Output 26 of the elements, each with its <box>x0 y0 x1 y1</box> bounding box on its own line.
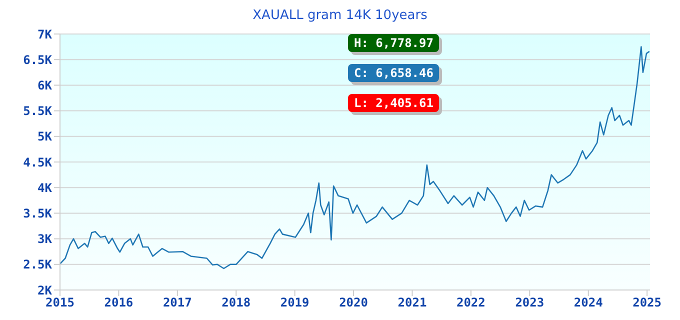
y-tick-label: 4.5K <box>23 155 53 170</box>
x-tick-label: 2023 <box>515 296 544 310</box>
y-tick-label: 3K <box>38 232 53 246</box>
y-tick-label: 2K <box>38 283 53 298</box>
x-tick-label: 2015 <box>46 296 74 310</box>
x-tick-label: 2020 <box>339 296 368 310</box>
x-tick-label: 2016 <box>104 296 134 310</box>
y-tick-label: 6.5K <box>23 52 53 67</box>
y-tick-label: 7K <box>38 27 53 42</box>
y-tick-label: 4K <box>38 180 53 195</box>
x-tick-label: 2022 <box>456 296 486 310</box>
y-tick-label: 3.5K <box>23 206 53 220</box>
y-tick-label: 2.5K <box>23 258 53 272</box>
x-tick-label: 2024 <box>574 296 603 310</box>
x-tick-label: 2025 <box>632 296 662 310</box>
y-tick-label: 6K <box>38 78 53 92</box>
x-tick-label: 2021 <box>398 296 427 310</box>
annotation: C: 6,658.46 <box>348 64 440 82</box>
y-tick-label: 5.5K <box>23 104 53 118</box>
annotation: L: 2,405.61 <box>348 94 440 112</box>
y-tick-label: 5K <box>38 130 53 144</box>
x-tick-label: 2019 <box>280 296 310 310</box>
x-tick-label: 2017 <box>162 296 192 310</box>
annotation: H: 6,778.97 <box>348 34 440 52</box>
x-tick-label: 2018 <box>222 296 251 310</box>
chart-title: XAUALL gram 14K 10years <box>252 8 428 25</box>
